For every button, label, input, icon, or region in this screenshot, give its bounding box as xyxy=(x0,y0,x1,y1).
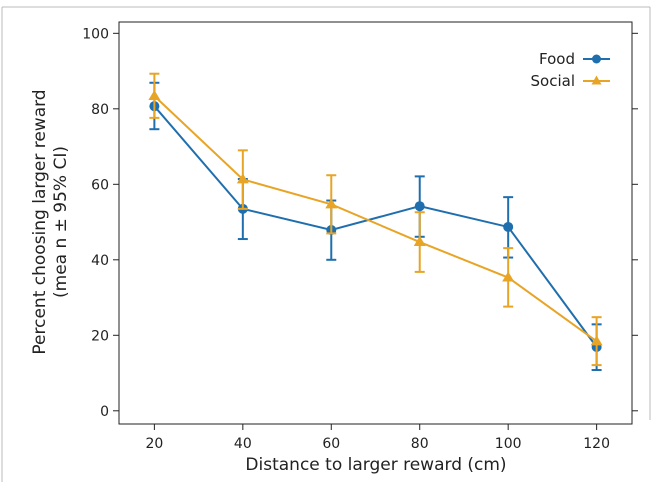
y-axis-title: Percent choosing larger reward (mea n ± … xyxy=(30,89,71,354)
data-point-food-80 xyxy=(414,201,425,212)
legend-label-food: Food xyxy=(539,50,575,68)
data-point-social-100 xyxy=(502,271,515,282)
x-tick-label-20: 20 xyxy=(145,436,163,452)
x-axis-title: Distance to larger reward (cm) xyxy=(245,455,506,475)
data-point-social-60 xyxy=(325,198,338,209)
data-point-food-100 xyxy=(503,221,514,232)
x-tick-label-80: 80 xyxy=(411,436,429,452)
plot-area xyxy=(118,21,633,425)
y-tick-label-40: 40 xyxy=(91,253,109,269)
y-tick-label-0: 0 xyxy=(100,404,109,420)
y-axis-title-line-2: (mea n ± 95% CI) xyxy=(51,146,71,298)
x-tick-label-100: 100 xyxy=(495,436,522,452)
y-ticks: 0 20 40 60 80 100 xyxy=(82,26,638,420)
data-point-social-40 xyxy=(236,173,249,184)
legend-label-social: Social xyxy=(531,72,575,90)
legend-marker-social xyxy=(591,75,602,85)
x-ticks: 20 40 60 80 100 120 xyxy=(145,424,610,452)
x-tick-label-60: 60 xyxy=(322,436,340,452)
y-axis-title-line-1: Percent choosing larger reward xyxy=(30,89,50,354)
x-tick-label-40: 40 xyxy=(234,436,252,452)
series-line-food xyxy=(153,105,598,348)
series-line-social xyxy=(153,95,598,343)
data-point-social-80 xyxy=(413,236,426,247)
y-tick-label-20: 20 xyxy=(91,328,109,344)
y-tick-label-100: 100 xyxy=(82,26,109,42)
series-layer xyxy=(148,72,603,372)
data-point-social-20 xyxy=(148,89,161,100)
legend-marker-food xyxy=(592,54,601,64)
legend: Food Social xyxy=(531,50,610,90)
x-tick-label-120: 120 xyxy=(583,436,610,452)
y-tick-label-60: 60 xyxy=(91,177,109,193)
data-point-social-120 xyxy=(590,335,603,346)
y-tick-label-80: 80 xyxy=(91,102,109,118)
